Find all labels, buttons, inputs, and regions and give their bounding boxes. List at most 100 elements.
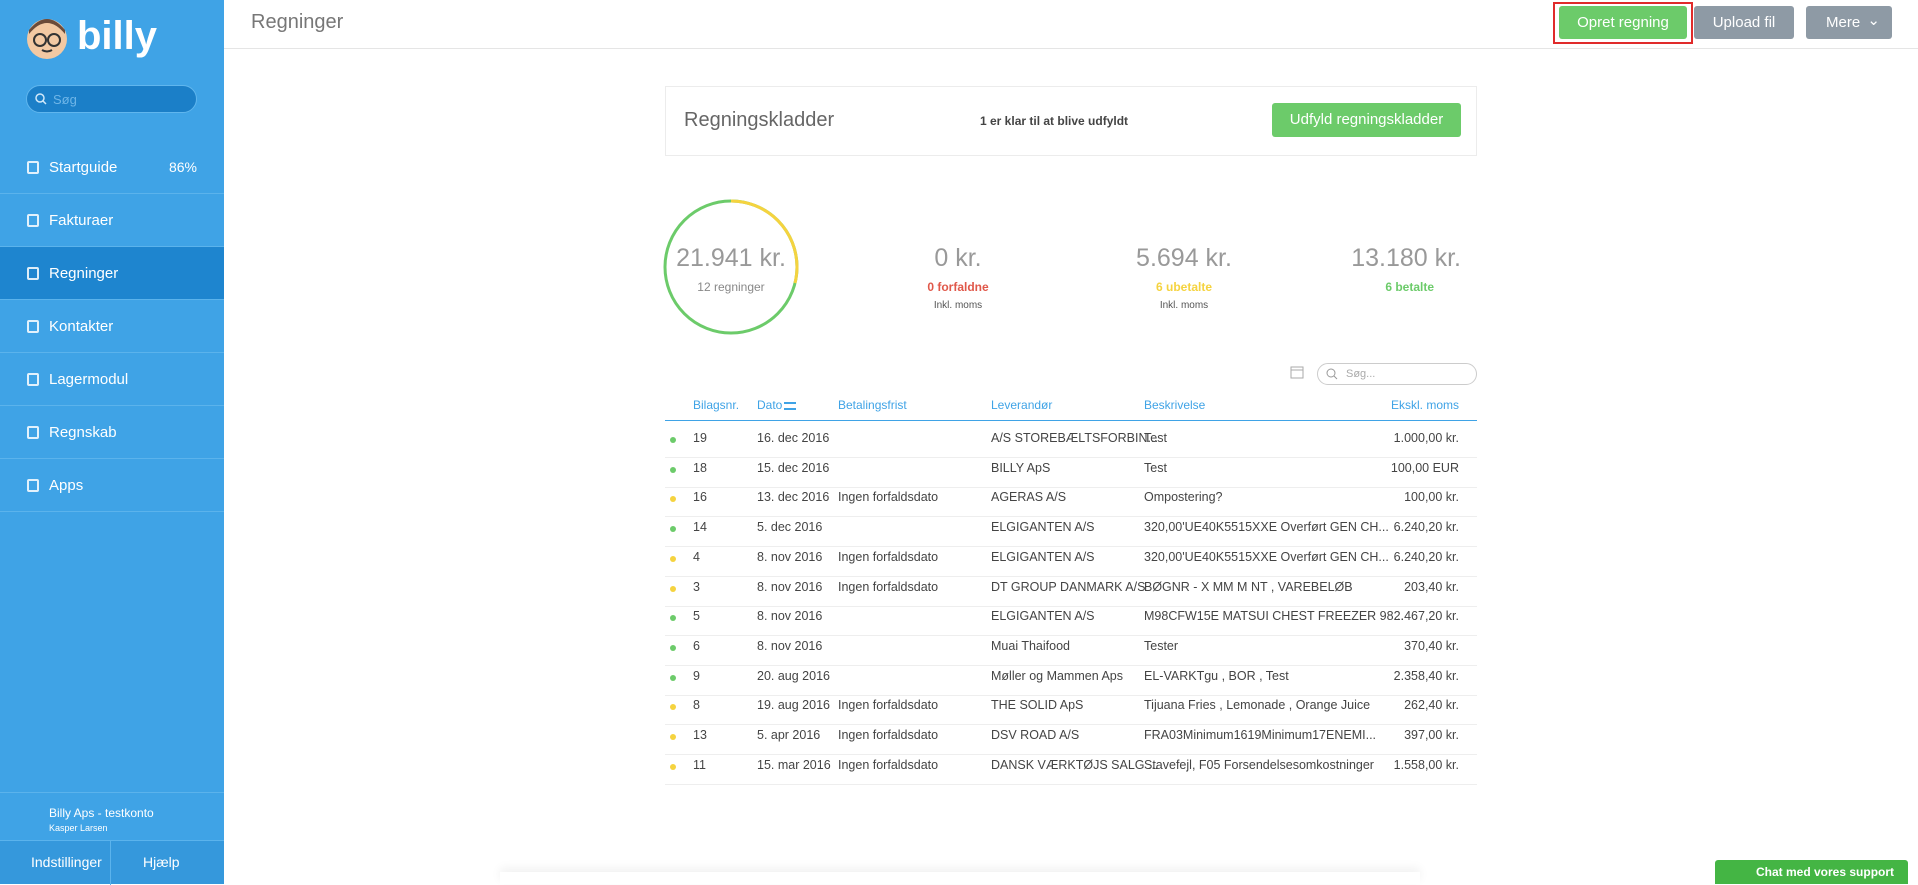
status-dot: [670, 734, 676, 740]
account[interactable]: Billy Aps - testkonto Kasper Larsen: [0, 792, 224, 840]
nav-item[interactable]: Apps: [0, 459, 224, 512]
table-cell: Ingen forfaldsdato: [838, 757, 939, 772]
table-cell: FRA03Minimum1619Minimum17ENEMI...: [1144, 728, 1377, 742]
header: [224, 0, 1918, 49]
table-cell: ELGIGANTEN A/S: [991, 549, 1095, 564]
table-cell: Tester: [1144, 638, 1179, 653]
table-cell: Muai Thaifood: [991, 638, 1070, 653]
nav-item[interactable]: Lagermodul: [0, 353, 224, 406]
table-cell: 100,00 EUR: [1390, 460, 1459, 475]
column-header[interactable]: Ekskl. moms: [1390, 398, 1459, 412]
table-cell: 19: [693, 431, 707, 445]
summary-label: 6 betalte: [1385, 280, 1434, 294]
table-cell: Ingen forfaldsdato: [838, 579, 939, 594]
summary-amount: 0 kr.: [934, 244, 982, 272]
table-cell: 15. mar 2016: [757, 757, 831, 772]
nav-item[interactable]: Regninger: [0, 247, 224, 300]
nav-item[interactable]: Startguide 86%: [0, 141, 224, 194]
nav-icon: [27, 479, 39, 492]
row-divider: [665, 457, 1477, 458]
column-header[interactable]: Leverandør: [991, 398, 1053, 412]
table-cell: Test: [1144, 460, 1167, 475]
nav-label: Lagermodul: [49, 371, 129, 388]
table-cell: 13. dec 2016: [757, 490, 830, 505]
drafts-status: 1 er klar til at blive udfyldt: [980, 114, 1129, 128]
table-cell: 14: [693, 520, 707, 535]
help-link[interactable]: Hjælp: [143, 854, 180, 870]
table-cell: 3: [693, 579, 700, 594]
row-divider: [665, 694, 1477, 696]
row-divider: [665, 635, 1477, 637]
nav-label: Startguide: [49, 159, 118, 176]
table-cell: Ingen forfaldsdato: [838, 549, 939, 564]
table-cell: BØGNR - X MM M NT , VAREBELØB: [1144, 579, 1353, 594]
column-header[interactable]: Dato: [757, 398, 783, 412]
table-cell: ELGIGANTEN A/S: [991, 520, 1095, 535]
summary-note: Inkl. moms: [933, 300, 983, 311]
table-cell: 1.558,00 kr.: [1393, 757, 1459, 772]
nav-item[interactable]: Kontakter: [0, 300, 224, 353]
table-cell: 6: [693, 638, 700, 653]
table-cell: Ingen forfaldsdato: [838, 490, 939, 505]
footer: Indstillinger Hjælp: [0, 840, 224, 885]
summary-amount: 5.694 kr.: [1136, 244, 1232, 272]
status-dot: [670, 466, 676, 473]
fill-drafts-button[interactable]: Udfyld regningskladder: [1272, 103, 1461, 137]
status-dot: [670, 437, 676, 443]
nav-icon: [27, 161, 39, 174]
user-name: Kasper Larsen: [49, 823, 108, 833]
more-button[interactable]: Mere ⌄: [1806, 6, 1892, 39]
more-label: Mere: [1826, 14, 1861, 31]
table-cell: 9: [693, 668, 700, 683]
summary-note: Inkl. moms: [1159, 300, 1209, 311]
table-cell: THE SOLID ApS: [991, 698, 1084, 713]
search-icon: [35, 93, 47, 105]
search-placeholder: Søg: [53, 92, 77, 107]
table-cell: 6.240,20 kr.: [1393, 549, 1459, 564]
row-divider: [665, 754, 1477, 755]
column-header[interactable]: Beskrivelse: [1144, 398, 1206, 412]
nav-label: Regnskab: [49, 424, 117, 441]
company-name: Billy Aps - testkonto: [49, 806, 154, 820]
table-cell: 370,40 kr.: [1404, 638, 1459, 653]
column-header[interactable]: Betalingsfrist: [838, 398, 907, 412]
table-cell: DSV ROAD A/S: [991, 728, 1080, 742]
table-cell: 6.240,20 kr.: [1393, 520, 1459, 535]
table-cell: DT GROUP DANMARK A/S: [991, 579, 1146, 594]
create-bill-button[interactable]: Opret regning: [1559, 6, 1687, 39]
chat-button[interactable]: Chat med vores support: [1715, 860, 1908, 884]
table-search[interactable]: Søg...: [1317, 363, 1477, 385]
nav-item[interactable]: Fakturaer: [0, 194, 224, 247]
column-header[interactable]: Bilagsnr.: [693, 398, 740, 412]
summary-ring: [663, 199, 799, 335]
row-divider: [665, 664, 1477, 666]
status-dot: [670, 704, 676, 711]
table-cell: 4: [693, 549, 700, 564]
status-dot: [670, 674, 676, 681]
table-cell: EL-VARKTgu , BOR , Test: [1144, 668, 1289, 683]
table-cell: 18: [693, 460, 707, 475]
upload-button[interactable]: Upload fil: [1694, 6, 1794, 39]
table-cell: A/S STOREBÆLTSFORBIN...: [991, 431, 1158, 445]
table-cell: 16. dec 2016: [757, 431, 830, 445]
calendar-icon[interactable]: [1290, 365, 1304, 379]
header-line: [665, 420, 1477, 421]
search-box[interactable]: Søg: [26, 85, 197, 113]
table-cell: 8: [693, 698, 700, 713]
table-cell: 5: [693, 609, 700, 624]
table-cell: 100,00 kr.: [1404, 490, 1459, 505]
nav-badge: 86%: [168, 159, 197, 175]
logo: billy: [77, 14, 158, 58]
table-cell: M98CFW15E MATSUI CHEST FREEZER 98...: [1144, 609, 1405, 624]
sidebar: billy Søg Billy Aps - testkonto Kasper L…: [0, 0, 224, 885]
settings-link[interactable]: Indstillinger: [31, 854, 102, 870]
nav-item[interactable]: Regnskab: [0, 406, 224, 459]
table-cell: Ingen forfaldsdato: [838, 728, 939, 742]
table-cell: 262,40 kr.: [1404, 698, 1459, 713]
table-cell: 8. nov 2016: [757, 579, 823, 594]
nav-label: Regninger: [49, 265, 119, 282]
table-cell: 397,00 kr.: [1404, 728, 1459, 742]
table-search-placeholder: Søg...: [1346, 368, 1376, 380]
status-dot: [670, 615, 676, 622]
